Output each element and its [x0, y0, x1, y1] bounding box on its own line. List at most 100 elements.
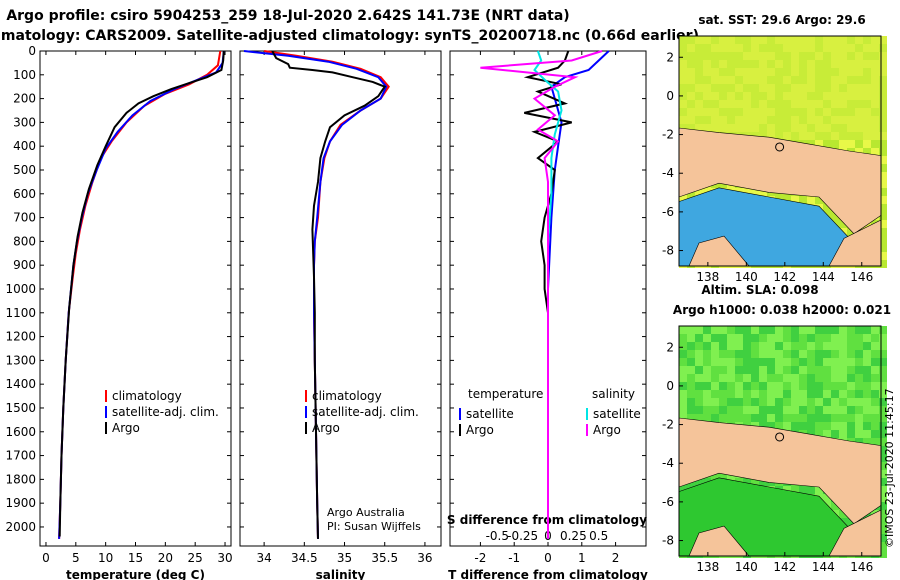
- map-cell: [695, 374, 703, 382]
- map-cell: [751, 44, 759, 52]
- difference-xtick-label: -2: [474, 551, 486, 565]
- map-cell: [863, 398, 871, 406]
- map-cell: [847, 358, 855, 366]
- map-cell: [783, 100, 791, 108]
- map-cell: [735, 108, 743, 116]
- map-cell: [823, 140, 831, 148]
- map-cell: [719, 116, 727, 124]
- map-cell: [807, 108, 815, 116]
- map-cell: [871, 76, 879, 84]
- map-cell: [767, 366, 775, 374]
- map-cell: [703, 350, 711, 358]
- map-cell: [847, 124, 855, 132]
- temperature-xlabel: temperature (deg C): [66, 568, 205, 580]
- map-cell: [735, 44, 743, 52]
- map-cell: [743, 390, 751, 398]
- map-cell: [839, 92, 847, 100]
- map-cell: [815, 124, 823, 132]
- map-cell: [799, 124, 807, 132]
- map-cell: [719, 44, 727, 52]
- map-cell: [815, 334, 823, 342]
- map-cell: [783, 334, 791, 342]
- map-cell: [775, 334, 783, 342]
- map-cell: [807, 414, 815, 422]
- map-cell: [879, 220, 887, 228]
- map-cell: [727, 52, 735, 60]
- depth-tick-label: 900: [13, 258, 36, 272]
- map-cell: [855, 350, 863, 358]
- map-cell: [719, 124, 727, 132]
- map-cell: [703, 108, 711, 116]
- map-cell: [799, 52, 807, 60]
- legend-label: Argo: [593, 423, 621, 437]
- map-cell: [711, 68, 719, 76]
- map-cell: [767, 52, 775, 60]
- depth-tick-label: 700: [13, 211, 36, 225]
- map-cell: [751, 60, 759, 68]
- map-cell: [855, 108, 863, 116]
- map-cell: [703, 366, 711, 374]
- map-lat-label: -4: [662, 166, 674, 180]
- map-cell: [759, 406, 767, 414]
- map-cell: [799, 44, 807, 52]
- map-cell: [679, 44, 687, 52]
- map-cell: [791, 36, 799, 44]
- map-cell: [855, 84, 863, 92]
- map-cell: [719, 36, 727, 44]
- map-cell: [719, 398, 727, 406]
- map-cell: [711, 398, 719, 406]
- map-cell: [711, 60, 719, 68]
- map-cell: [735, 358, 743, 366]
- map-cell: [695, 68, 703, 76]
- map-cell: [879, 60, 887, 68]
- map-cell: [687, 382, 695, 390]
- map-cell: [815, 92, 823, 100]
- map-cell: [839, 140, 847, 148]
- map-cell: [679, 390, 687, 398]
- map-cell: [863, 414, 871, 422]
- sla-map: 138 140 142 144 146 2 0 -2 -4 -6 -8 Argo h1000: 0.0…: [662, 303, 891, 574]
- map-cell: [759, 374, 767, 382]
- map-cell: [679, 60, 687, 68]
- map-cell: [703, 36, 711, 44]
- map-cell: [871, 366, 879, 374]
- map-cell: [879, 446, 887, 454]
- map-cell: [879, 534, 887, 542]
- map-cell: [807, 358, 815, 366]
- map-cell: [839, 68, 847, 76]
- map-cell: [839, 84, 847, 92]
- map-cell: [767, 334, 775, 342]
- map-cell: [687, 60, 695, 68]
- map-cell: [871, 52, 879, 60]
- map-cell: [767, 132, 775, 140]
- map-cell: [751, 358, 759, 366]
- map-cell: [791, 132, 799, 140]
- map-cell: [839, 132, 847, 140]
- map-cell: [775, 116, 783, 124]
- map-cell: [791, 486, 799, 494]
- map-cell: [695, 52, 703, 60]
- map-cell: [719, 68, 727, 76]
- map-cell: [759, 92, 767, 100]
- map-cell: [815, 342, 823, 350]
- map-cell: [879, 252, 887, 260]
- map-cell: [743, 366, 751, 374]
- map-cell: [735, 326, 743, 334]
- map-cell: [879, 124, 887, 132]
- map-cell: [735, 366, 743, 374]
- map-cell: [791, 366, 799, 374]
- map-cell: [759, 100, 767, 108]
- map-cell: [695, 124, 703, 132]
- map-cell: [703, 326, 711, 334]
- map-cell: [871, 68, 879, 76]
- map-cell: [735, 52, 743, 60]
- map-cell: [703, 334, 711, 342]
- map-cell: [783, 124, 791, 132]
- map-cell: [855, 406, 863, 414]
- map-cell: [743, 398, 751, 406]
- map-cell: [767, 124, 775, 132]
- map-cell: [799, 398, 807, 406]
- map-cell: [847, 334, 855, 342]
- map-cell: [823, 52, 831, 60]
- map-cell: [807, 76, 815, 84]
